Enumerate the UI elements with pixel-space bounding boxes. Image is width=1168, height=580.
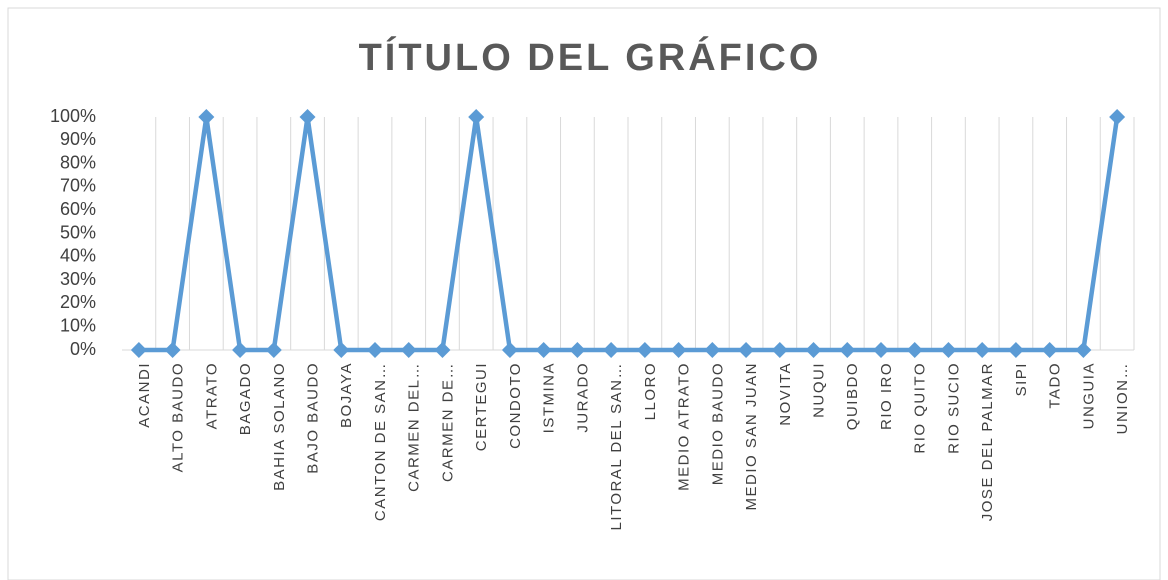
y-tick-label: 60% [60,199,96,219]
x-tick-label: ACANDI [136,362,153,428]
marker [738,342,755,358]
x-tick-label: NUQUI [811,362,828,418]
x-tick-label: JOSE DEL PALMAR [979,362,996,521]
marker [974,342,991,358]
chart-title: TÍTULO DEL GRÁFICO [359,35,822,79]
x-tick-label: RIO IRO [878,362,895,430]
marker [299,109,316,125]
marker [873,342,889,358]
marker [198,109,215,125]
x-tick-label: MEDIO SAN JUAN [743,362,760,511]
x-tick-label: ISTMINA [541,362,558,433]
marker [1007,342,1024,358]
marker [333,342,350,358]
y-tick-label: 90% [60,129,96,149]
marker [535,342,552,358]
y-tick-label: 30% [60,269,96,289]
x-tick-label: RIO QUITO [912,362,929,454]
marker [636,342,653,358]
y-tick-label: 70% [60,176,96,196]
x-tick-label: CANTON DE SAN… [372,362,389,521]
x-tick-label: MEDIO ATRATO [676,362,693,491]
x-tick-label: LITORAL DEL SAN… [608,362,625,531]
marker [603,342,620,358]
marker [839,342,856,358]
marker [367,342,383,358]
marker [468,109,485,125]
x-tick-label: NOVITA [777,362,794,426]
y-tick-label: 50% [60,222,96,242]
x-tick-label: BAGADO [237,362,254,435]
x-tick-label: BAHIA SOLANO [271,362,288,491]
x-tick-label: TADO [1047,362,1064,409]
marker [1041,342,1058,358]
y-tick-label: 80% [60,152,96,172]
marker [940,342,957,358]
marker [771,342,788,358]
x-tick-label: SIPI [1013,362,1030,396]
marker [232,342,249,358]
y-tick-label: 20% [60,292,96,312]
x-tick-label: QUIBDO [844,362,861,430]
marker [434,342,451,358]
y-tick-label: 0% [70,339,96,359]
marker [130,342,147,358]
x-tick-label: ATRATO [203,362,220,429]
marker [704,342,721,358]
marker [1109,109,1126,125]
marker [906,342,923,358]
y-tick-label: 10% [60,315,96,335]
x-tick-label: CARMEN DE… [439,362,456,482]
marker [501,342,518,358]
x-tick-label: BAJO BAUDO [305,362,322,474]
x-tick-label: MEDIO BAUDO [709,362,726,485]
y-tick-label: 40% [60,246,96,266]
chart-border [7,7,1161,580]
marker [265,342,282,358]
x-tick-label: CARMEN DEL… [406,362,423,492]
x-tick-label: RIO SUCIO [945,362,962,454]
marker [670,342,687,358]
marker [164,342,181,358]
x-tick-label: ALTO BAUDO [170,362,187,472]
x-tick-label: CERTEGUI [473,362,490,451]
x-tick-label: JURADO [574,362,591,433]
x-tick-label: UNION… [1114,362,1131,434]
x-tick-label: LLORO [642,362,659,420]
y-tick-label: 100% [50,106,96,126]
marker [1075,342,1092,358]
x-tick-label: CONDOTO [507,362,524,449]
marker [569,342,586,358]
x-tick-label: UNGUIA [1080,362,1097,429]
x-tick-label: BOJAYA [338,362,355,428]
marker [400,342,417,358]
marker [805,342,822,358]
